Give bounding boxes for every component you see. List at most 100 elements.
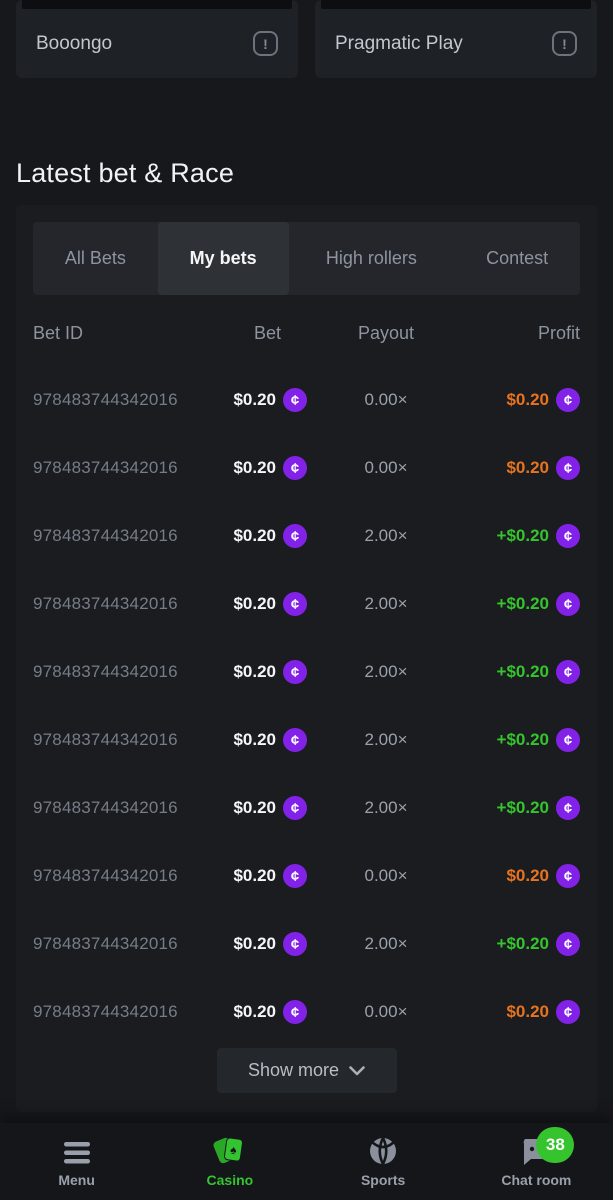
provider-card-booongo[interactable]: Booongo ! bbox=[16, 0, 298, 78]
cent-glyph: ¢ bbox=[290, 391, 300, 409]
coin-icon: ¢ bbox=[283, 932, 307, 956]
profit-value: +$0.20 bbox=[496, 798, 549, 817]
cent-glyph: ¢ bbox=[563, 459, 573, 477]
cent-glyph: ¢ bbox=[290, 663, 300, 681]
info-icon[interactable]: ! bbox=[253, 31, 278, 56]
bet-id-value: 978483744342016 bbox=[33, 390, 178, 409]
profit-value: $0.20 bbox=[506, 1002, 549, 1021]
column-header-bet: Bet bbox=[253, 322, 281, 343]
profit-cell: $0.20 ¢ bbox=[465, 1000, 580, 1024]
bottom-nav-bar: Menu ♠ Casino bbox=[0, 1123, 613, 1200]
table-row[interactable]: 978483744342016 $0.20 ¢ 0.00× $0.20 ¢ bbox=[33, 366, 580, 434]
playing-card-front: ♠ bbox=[223, 1136, 244, 1162]
profit-value: +$0.20 bbox=[496, 730, 549, 749]
payout-value: 0.00× bbox=[364, 390, 408, 409]
game-tile-image[interactable] bbox=[22, 0, 292, 9]
tab-my-bets[interactable]: My bets bbox=[157, 222, 289, 295]
coin-icon: ¢ bbox=[556, 388, 580, 412]
basketball-icon bbox=[368, 1136, 398, 1166]
profit-value: +$0.20 bbox=[496, 934, 549, 953]
cent-glyph: ¢ bbox=[563, 935, 573, 953]
nav-label-casino: Casino bbox=[206, 1171, 254, 1188]
cent-glyph: ¢ bbox=[563, 527, 573, 545]
info-icon[interactable]: ! bbox=[552, 31, 577, 56]
nav-item-sports[interactable]: Sports bbox=[307, 1123, 460, 1200]
table-row[interactable]: 978483744342016 $0.20 ¢ 0.00× $0.20 ¢ bbox=[33, 842, 580, 910]
cent-glyph: ¢ bbox=[290, 527, 300, 545]
bet-amount-cell: $0.20 ¢ bbox=[209, 456, 307, 480]
payout-value: 2.00× bbox=[364, 662, 408, 681]
bet-id-value: 978483744342016 bbox=[33, 798, 178, 817]
payout-value: 2.00× bbox=[364, 526, 408, 545]
payout-value: 2.00× bbox=[364, 798, 408, 817]
column-header-bet-id: Bet ID bbox=[33, 322, 84, 343]
coin-icon: ¢ bbox=[283, 660, 307, 684]
table-row[interactable]: 978483744342016 $0.20 ¢ 2.00× +$0.20 ¢ bbox=[33, 502, 580, 570]
bet-amount: $0.20 bbox=[233, 866, 276, 885]
cent-glyph: ¢ bbox=[563, 595, 573, 613]
table-row[interactable]: 978483744342016 $0.20 ¢ 2.00× +$0.20 ¢ bbox=[33, 638, 580, 706]
tab-contest[interactable]: Contest bbox=[486, 248, 549, 268]
table-row[interactable]: 978483744342016 $0.20 ¢ 2.00× +$0.20 ¢ bbox=[33, 910, 580, 978]
table-body: 978483744342016 $0.20 ¢ 0.00× $0.20 ¢ 97… bbox=[33, 366, 580, 1046]
nav-label-sports: Sports bbox=[360, 1171, 406, 1188]
cent-glyph: ¢ bbox=[563, 391, 573, 409]
coin-icon: ¢ bbox=[283, 728, 307, 752]
bets-panel: All Bets My bets High rollers Contest Be… bbox=[16, 205, 597, 1112]
bet-amount: $0.20 bbox=[233, 798, 276, 817]
coin-icon: ¢ bbox=[556, 456, 580, 480]
section-title: Latest bet & Race bbox=[16, 158, 235, 188]
profit-cell: +$0.20 ¢ bbox=[465, 660, 580, 684]
bet-amount-cell: $0.20 ¢ bbox=[209, 524, 307, 548]
cent-glyph: ¢ bbox=[563, 663, 573, 681]
payout-value: 0.00× bbox=[364, 1002, 408, 1021]
nav-item-menu[interactable]: Menu bbox=[0, 1123, 153, 1200]
tab-high-rollers[interactable]: High rollers bbox=[325, 248, 417, 268]
bet-amount-cell: $0.20 ¢ bbox=[209, 388, 307, 412]
cent-glyph: ¢ bbox=[563, 1003, 573, 1021]
show-more-button[interactable]: Show more bbox=[216, 1048, 397, 1093]
payout-value: 2.00× bbox=[364, 730, 408, 749]
tab-all-bets[interactable]: All Bets bbox=[64, 248, 126, 268]
bet-amount: $0.20 bbox=[233, 526, 276, 545]
bet-amount-cell: $0.20 ¢ bbox=[209, 660, 307, 684]
coin-icon: ¢ bbox=[283, 864, 307, 888]
profit-cell: +$0.20 ¢ bbox=[465, 524, 580, 548]
provider-cards-row: Booongo ! Pragmatic Play ! bbox=[16, 0, 597, 78]
bet-amount: $0.20 bbox=[233, 662, 276, 681]
bet-amount-cell: $0.20 ¢ bbox=[209, 864, 307, 888]
bet-amount: $0.20 bbox=[233, 390, 276, 409]
table-row[interactable]: 978483744342016 $0.20 ¢ 2.00× +$0.20 ¢ bbox=[33, 570, 580, 638]
spade-icon: ♠ bbox=[229, 1141, 238, 1157]
nav-item-chat-room[interactable]: 38 Chat room bbox=[460, 1123, 613, 1200]
table-row[interactable]: 978483744342016 $0.20 ¢ 0.00× $0.20 ¢ bbox=[33, 434, 580, 502]
profit-value: +$0.20 bbox=[496, 526, 549, 545]
coin-icon: ¢ bbox=[556, 1000, 580, 1024]
table-row[interactable]: 978483744342016 $0.20 ¢ 2.00× +$0.20 ¢ bbox=[33, 774, 580, 842]
coin-icon: ¢ bbox=[283, 388, 307, 412]
casino-cards-icon: ♠ bbox=[212, 1136, 246, 1166]
cent-glyph: ¢ bbox=[290, 731, 300, 749]
profit-cell: $0.20 ¢ bbox=[465, 456, 580, 480]
bet-amount-cell: $0.20 ¢ bbox=[209, 592, 307, 616]
bet-id-value: 978483744342016 bbox=[33, 866, 178, 885]
table-row[interactable]: 978483744342016 $0.20 ¢ 2.00× +$0.20 ¢ bbox=[33, 706, 580, 774]
coin-icon: ¢ bbox=[556, 864, 580, 888]
cent-glyph: ¢ bbox=[290, 935, 300, 953]
profit-value: $0.20 bbox=[506, 390, 549, 409]
table-row[interactable]: 978483744342016 $0.20 ¢ 0.00× $0.20 ¢ bbox=[33, 978, 580, 1046]
payout-value: 2.00× bbox=[364, 934, 408, 953]
bet-id-value: 978483744342016 bbox=[33, 934, 178, 953]
coin-icon: ¢ bbox=[556, 728, 580, 752]
provider-card-pragmatic-play[interactable]: Pragmatic Play ! bbox=[315, 0, 597, 78]
cent-glyph: ¢ bbox=[290, 459, 300, 477]
profit-cell: $0.20 ¢ bbox=[465, 864, 580, 888]
provider-footer: Pragmatic Play ! bbox=[315, 9, 597, 78]
profit-value: +$0.20 bbox=[496, 662, 549, 681]
bet-id-value: 978483744342016 bbox=[33, 458, 178, 477]
nav-label-chat-room: Chat room bbox=[501, 1171, 572, 1188]
game-tile-image[interactable] bbox=[321, 0, 591, 9]
nav-item-casino[interactable]: ♠ Casino bbox=[153, 1123, 306, 1200]
provider-name: Booongo bbox=[36, 32, 113, 54]
info-glyph: ! bbox=[562, 35, 567, 52]
